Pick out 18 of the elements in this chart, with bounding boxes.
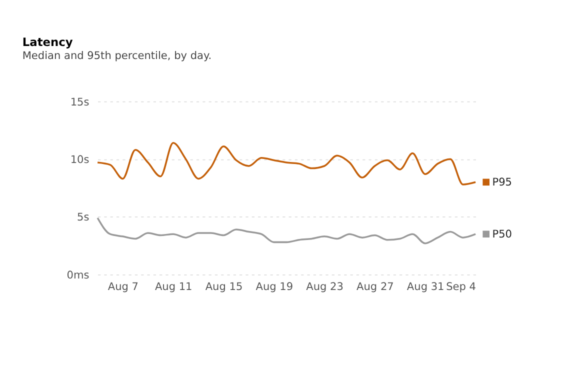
y-tick-label: 5s: [77, 212, 90, 224]
y-tick-label: 0ms: [66, 269, 90, 282]
x-tick-label: Aug 19: [256, 280, 294, 293]
y-tick-label: 10s: [70, 154, 90, 166]
x-tick-label: Aug 7: [108, 280, 139, 293]
x-tick-label: Aug 27: [356, 280, 394, 293]
y-tick-label: 15s: [70, 96, 90, 108]
line-series: [96, 142, 476, 186]
x-tick-label: Aug 23: [306, 280, 344, 293]
line-series: [96, 217, 476, 244]
x-tick-label: Aug 11: [154, 280, 192, 293]
x-tick-label: Aug 15: [205, 280, 243, 293]
x-tick-label: Aug 31: [406, 280, 444, 293]
legend-label: P50: [492, 228, 512, 241]
chart-title: Latency: [22, 34, 74, 49]
chart-subtitle: Median and 95th percentile, by day.: [22, 50, 212, 62]
legend-label: P95: [492, 176, 512, 189]
x-tick-label: Sep 4: [446, 280, 476, 293]
